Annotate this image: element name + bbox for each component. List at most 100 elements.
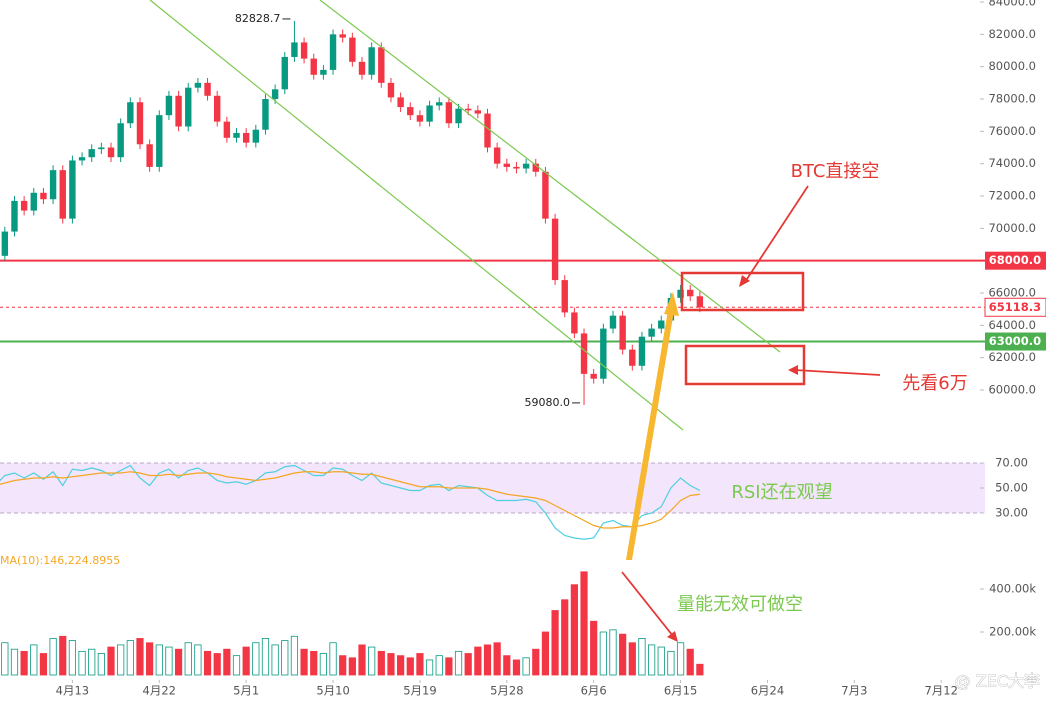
candle-body <box>378 47 385 83</box>
volume-bar <box>512 659 521 676</box>
candle-body <box>561 280 568 313</box>
volume-bar <box>445 657 453 676</box>
annotation: 量能无效可做空 <box>677 594 803 615</box>
volume-bar <box>435 655 443 676</box>
candle-body <box>600 328 607 379</box>
x-tick-label: 6月24 <box>751 684 784 698</box>
x-tick-label: 4月22 <box>143 684 176 698</box>
background-layer <box>0 1 985 683</box>
x-tick-label: 6月15 <box>664 684 697 698</box>
volume-bar <box>281 640 289 676</box>
candle-body <box>658 320 665 329</box>
candle-body <box>687 289 694 297</box>
volume-bar <box>310 650 318 676</box>
volume-bar <box>387 653 395 676</box>
candle-body <box>185 87 192 127</box>
candle-body <box>445 102 453 124</box>
volume-bar <box>590 620 598 676</box>
volume-bar <box>78 650 86 676</box>
candle-body <box>648 328 655 337</box>
candle-body <box>484 113 491 148</box>
volume-bar <box>1 642 9 676</box>
last-price-label: 65118.3 <box>989 300 1041 314</box>
volume-bar <box>242 646 250 676</box>
volume-bar <box>609 629 617 676</box>
rsi-line <box>0 471 700 529</box>
volume-bar <box>628 642 636 676</box>
candle-body <box>542 171 549 219</box>
volume-bar <box>561 599 569 676</box>
candle-body <box>214 95 221 122</box>
volume-bar <box>165 646 173 676</box>
x-tick-label: 7月3 <box>841 684 867 698</box>
candle-body <box>194 82 202 88</box>
x-tick-label: 5月10 <box>316 684 349 698</box>
y-tick-label: 70.00 <box>995 456 1028 470</box>
channel <box>149 0 781 431</box>
arrow <box>626 310 674 560</box>
y-tick-label: 72000.0 <box>988 189 1036 203</box>
volume-bar <box>348 657 356 676</box>
candle-body <box>40 192 47 200</box>
y-tick-label: 200.00k <box>989 625 1036 639</box>
arrow-head <box>664 292 679 316</box>
low-label: 59080.0 <box>525 396 571 409</box>
level-label-box <box>985 332 1046 351</box>
candle-body <box>349 37 356 62</box>
x-tick-label: 5月1 <box>233 684 259 698</box>
candle-body <box>30 192 37 211</box>
y-tick-label: 70000.0 <box>988 221 1036 235</box>
volume-bar <box>686 648 694 676</box>
candle-body <box>300 42 308 59</box>
arrow-head <box>739 275 750 287</box>
candle-body <box>223 121 231 138</box>
volume-bar <box>252 642 260 676</box>
volume-bar <box>223 648 231 676</box>
candle-body <box>11 200 18 232</box>
volume-bar <box>657 646 665 676</box>
candle-body <box>358 61 366 75</box>
volume-bar <box>474 646 482 676</box>
candle-body <box>368 47 375 75</box>
rsi-band <box>0 463 985 513</box>
level-label-box <box>985 251 1046 270</box>
candle-body <box>252 129 260 143</box>
volume-bar <box>339 655 347 676</box>
candle-body <box>310 58 317 75</box>
candle-body <box>49 170 57 200</box>
volume-bar <box>290 635 299 676</box>
volume-bar <box>300 648 308 676</box>
y-tick-label: 62000.0 <box>988 350 1036 364</box>
volume-bar <box>696 663 704 676</box>
volume-bar <box>194 644 202 676</box>
y-tick-label: 76000.0 <box>988 124 1036 138</box>
volume-bar <box>377 650 385 676</box>
volume-bar <box>397 655 405 676</box>
candle-body <box>522 163 530 169</box>
candle-body <box>426 105 433 122</box>
volume-bar <box>39 653 48 676</box>
x-tick-label: 4月13 <box>56 684 89 698</box>
candle-body <box>397 97 404 108</box>
volume-bar <box>184 642 192 676</box>
arrow-head <box>667 631 678 642</box>
candle-body <box>127 102 134 124</box>
annotation: 先看6万 <box>902 373 967 394</box>
candle-body <box>590 373 597 379</box>
volume-bar <box>174 648 183 676</box>
candle-body <box>136 102 144 145</box>
candle-body <box>204 82 211 96</box>
candle-body <box>580 333 588 374</box>
candle-body <box>696 296 704 308</box>
x-tick-label: 7月12 <box>924 684 957 698</box>
candle-body <box>503 163 511 167</box>
candle-body <box>532 163 539 172</box>
candle-body <box>281 56 288 90</box>
candle-body <box>416 115 424 122</box>
candle-body <box>320 69 327 75</box>
candle-body <box>59 170 66 219</box>
volume-bar <box>232 655 241 676</box>
volume-bar <box>483 644 492 676</box>
volume-bar <box>580 571 588 676</box>
